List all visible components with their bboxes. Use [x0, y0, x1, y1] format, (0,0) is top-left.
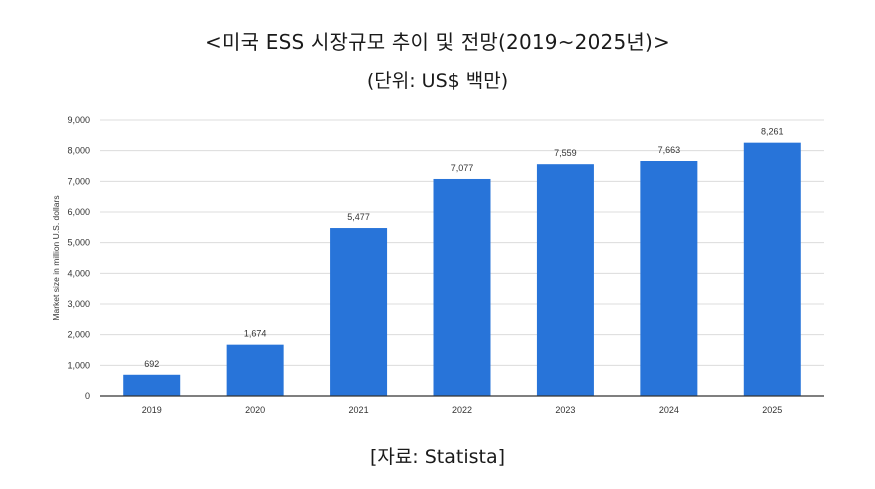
y-tick-label: 2,000	[67, 330, 90, 340]
bar-2019	[123, 374, 181, 396]
source-note: [자료: Statista]	[369, 446, 506, 468]
y-tick-label: 4,000	[67, 268, 90, 278]
data-labels: 692 1,674 5,477 7,077 7,559 7,663 8,261	[144, 127, 783, 369]
bar-2021	[330, 228, 388, 396]
data-label: 7,559	[554, 148, 577, 158]
y-tick-label: 8,000	[67, 146, 90, 156]
x-tick-label: 2019	[142, 405, 162, 415]
bar-2022	[433, 178, 491, 396]
y-axis-title: Market size in million U.S. dollars	[51, 195, 61, 320]
bar-2023	[536, 164, 594, 396]
data-label: 5,477	[347, 212, 370, 222]
x-tick-label: 2024	[659, 405, 679, 415]
y-tick-label: 3,000	[67, 299, 90, 309]
x-tick-label: 2022	[452, 405, 472, 415]
y-tick-label: 5,000	[67, 238, 90, 248]
y-tick-label: 6,000	[67, 207, 90, 217]
y-tick-label: 0	[85, 391, 90, 401]
y-tick-label: 7,000	[67, 176, 90, 186]
chart-unit: (단위: US$ 백만)	[366, 70, 509, 92]
data-label: 8,261	[761, 127, 784, 137]
data-label: 7,663	[658, 145, 681, 155]
data-label: 1,674	[244, 329, 267, 339]
x-tick-label: 2021	[349, 405, 369, 415]
data-label: 692	[144, 359, 159, 369]
x-tick-label: 2025	[762, 405, 782, 415]
x-tick-label: 2023	[555, 405, 575, 415]
chart-title: <미국 ESS 시장규모 추이 및 전망(2019~2025년)>	[205, 30, 670, 54]
x-axis-ticks: 2019 2020 2021 2022 2023 2024 2025	[142, 405, 783, 415]
y-tick-label: 1,000	[67, 360, 90, 370]
data-label: 7,077	[451, 163, 474, 173]
x-tick-label: 2020	[245, 405, 265, 415]
bar-2024	[640, 161, 698, 396]
y-tick-label: 9,000	[67, 115, 90, 125]
y-axis-ticks: 0 1,000 2,000 3,000 4,000 5,000 6,000 7,000 8,00…	[67, 115, 90, 401]
bars	[123, 142, 801, 396]
bar-2025	[743, 142, 801, 396]
bar-2020	[226, 344, 284, 396]
